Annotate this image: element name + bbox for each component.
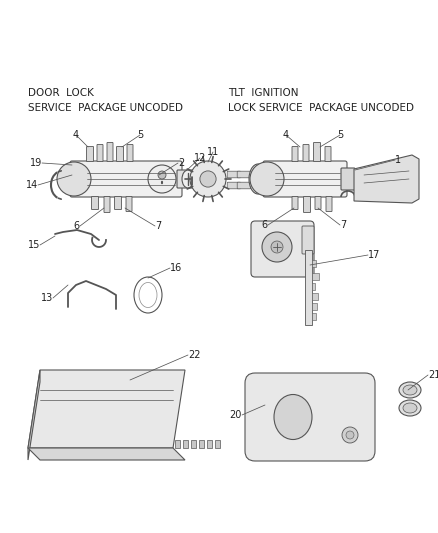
Text: 4: 4 — [73, 130, 79, 140]
FancyBboxPatch shape — [104, 197, 110, 213]
FancyBboxPatch shape — [97, 144, 103, 161]
FancyBboxPatch shape — [245, 373, 375, 461]
FancyBboxPatch shape — [107, 142, 113, 161]
Text: 19: 19 — [30, 158, 42, 168]
FancyBboxPatch shape — [326, 197, 332, 212]
Circle shape — [148, 165, 176, 193]
Text: 20: 20 — [230, 410, 242, 420]
Text: 6: 6 — [262, 220, 268, 230]
Circle shape — [271, 241, 283, 253]
FancyBboxPatch shape — [117, 147, 124, 161]
Ellipse shape — [253, 169, 263, 189]
FancyBboxPatch shape — [251, 221, 314, 277]
Circle shape — [200, 171, 216, 187]
FancyBboxPatch shape — [302, 226, 314, 254]
FancyBboxPatch shape — [237, 171, 251, 178]
Polygon shape — [28, 370, 40, 460]
Bar — [312, 260, 316, 267]
Ellipse shape — [399, 400, 421, 416]
Circle shape — [262, 232, 292, 262]
FancyBboxPatch shape — [127, 144, 133, 161]
FancyBboxPatch shape — [237, 182, 251, 189]
Ellipse shape — [403, 385, 417, 395]
FancyBboxPatch shape — [227, 182, 241, 189]
Bar — [191, 440, 196, 448]
Text: SERVICE  PACKAGE UNCODED: SERVICE PACKAGE UNCODED — [28, 103, 183, 113]
Text: 11: 11 — [207, 147, 219, 157]
Text: 14: 14 — [26, 180, 38, 190]
Polygon shape — [28, 370, 185, 448]
Circle shape — [346, 431, 354, 439]
Circle shape — [342, 427, 358, 443]
FancyBboxPatch shape — [70, 161, 182, 197]
FancyBboxPatch shape — [315, 197, 321, 209]
Circle shape — [158, 171, 166, 179]
Ellipse shape — [249, 164, 267, 194]
FancyBboxPatch shape — [126, 197, 132, 212]
Text: 12: 12 — [194, 153, 206, 163]
FancyBboxPatch shape — [292, 197, 298, 209]
Bar — [207, 440, 212, 448]
Text: LOCK SERVICE  PACKAGE UNCODED: LOCK SERVICE PACKAGE UNCODED — [228, 103, 414, 113]
Circle shape — [190, 161, 226, 197]
Circle shape — [250, 162, 284, 196]
Ellipse shape — [403, 403, 417, 413]
Polygon shape — [28, 448, 185, 460]
Bar — [305, 250, 312, 325]
FancyBboxPatch shape — [304, 197, 311, 213]
Bar — [199, 440, 204, 448]
Polygon shape — [354, 155, 419, 203]
Bar — [183, 440, 188, 448]
Text: 17: 17 — [368, 250, 380, 260]
Bar — [312, 313, 316, 320]
Text: 5: 5 — [137, 130, 143, 140]
Text: 4: 4 — [283, 130, 289, 140]
Circle shape — [57, 162, 91, 196]
Bar — [312, 273, 319, 280]
FancyBboxPatch shape — [92, 197, 99, 209]
Text: 6: 6 — [74, 221, 80, 231]
FancyBboxPatch shape — [325, 147, 331, 161]
Ellipse shape — [274, 394, 312, 440]
Text: 1: 1 — [395, 155, 401, 165]
Text: 15: 15 — [28, 240, 40, 250]
Ellipse shape — [399, 382, 421, 398]
Ellipse shape — [188, 173, 195, 185]
Text: 22: 22 — [188, 350, 201, 360]
Text: 7: 7 — [340, 220, 346, 230]
Text: 13: 13 — [41, 293, 53, 303]
Text: TLT  IGNITION: TLT IGNITION — [228, 88, 299, 98]
FancyBboxPatch shape — [114, 197, 121, 209]
FancyBboxPatch shape — [341, 168, 355, 190]
Bar — [312, 293, 318, 300]
Text: 5: 5 — [337, 130, 343, 140]
FancyBboxPatch shape — [292, 147, 298, 161]
Text: 7: 7 — [155, 221, 161, 231]
Bar — [312, 303, 317, 310]
Bar — [215, 440, 220, 448]
FancyBboxPatch shape — [86, 147, 93, 161]
Text: DOOR  LOCK: DOOR LOCK — [28, 88, 94, 98]
Text: 2: 2 — [178, 158, 184, 168]
FancyBboxPatch shape — [314, 142, 321, 161]
FancyBboxPatch shape — [263, 161, 347, 197]
Text: 16: 16 — [170, 263, 182, 273]
Bar — [312, 283, 315, 290]
FancyBboxPatch shape — [177, 170, 197, 188]
Ellipse shape — [182, 170, 194, 188]
Text: 21: 21 — [428, 370, 438, 380]
FancyBboxPatch shape — [227, 171, 241, 178]
Bar — [175, 440, 180, 448]
FancyBboxPatch shape — [303, 144, 309, 161]
